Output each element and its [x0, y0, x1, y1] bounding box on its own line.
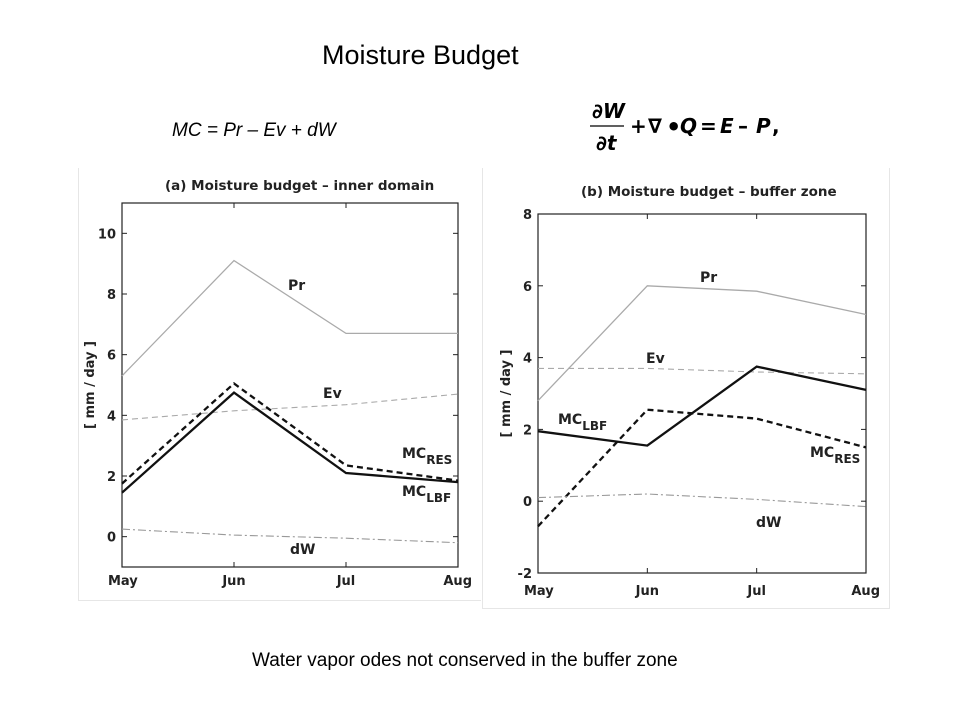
y-tick-label: 2	[523, 423, 532, 438]
series-line-pr	[121, 259, 458, 377]
y-tick-label: 8	[107, 288, 116, 303]
x-tick-label: May	[108, 574, 138, 589]
series-line-pr	[537, 285, 867, 402]
chart-title-a: (a) Moisture budget – inner domain	[165, 178, 434, 194]
slide-title: Moisture Budget	[322, 40, 519, 70]
series-label-dw: dW	[290, 542, 315, 558]
chart-a: (a) Moisture budget – inner domain [ mm /…	[83, 178, 472, 589]
x-tick-label: Aug	[443, 574, 472, 589]
y-tick-label: 4	[107, 409, 116, 424]
moisture-budget-equation: ∂W ∂t + ∇ • Q = E – P ,	[590, 99, 780, 155]
slide-caption: Water vapor odes not conserved in the bu…	[252, 650, 678, 671]
eq-dot: •	[666, 113, 681, 141]
eq-minus: –	[738, 114, 748, 138]
series-line-mc-res	[121, 382, 459, 485]
series-line-dw	[121, 528, 459, 544]
series-label-mc-lbf: MCLBF	[402, 484, 451, 505]
series-label-ev: Ev	[323, 386, 342, 402]
y-tick-label: 10	[98, 227, 116, 242]
series-line-dw	[537, 493, 867, 508]
series-line-ev	[121, 393, 459, 421]
eq-e: E	[720, 114, 734, 138]
x-tick-label: May	[524, 584, 554, 599]
y-tick-label: -2	[518, 567, 532, 582]
chart-panel-inner-domain	[78, 168, 481, 601]
series-label-ev: Ev	[646, 351, 665, 367]
eq-nabla: ∇	[648, 114, 662, 138]
eq-equals: =	[700, 114, 717, 138]
eq-p: P	[756, 114, 771, 138]
series-line-mc-lbf	[537, 365, 867, 447]
series-label-pr: Pr	[288, 278, 305, 294]
x-tick-label: Jun	[635, 584, 659, 599]
eq-denominator: ∂t	[596, 131, 618, 155]
y-tick-label: 0	[523, 495, 532, 510]
moisture-convergence-formula: MC = Pr – Ev + dW	[172, 120, 336, 141]
x-tick-label: Aug	[851, 584, 880, 599]
x-tick-label: Jul	[746, 584, 766, 599]
chart-b: (b) Moisture budget – buffer zone [ mm / …	[499, 184, 880, 599]
series-label-dw: dW	[756, 515, 781, 531]
series-label-mc-lbf: MCLBF	[558, 412, 607, 433]
y-tick-label: 8	[523, 208, 532, 223]
series-line-ev	[538, 367, 867, 375]
eq-q: Q	[680, 114, 697, 138]
series-label-mc-res: MCRES	[810, 445, 860, 466]
y-axis-label-a: [ mm / day ]	[83, 341, 98, 429]
plot-area-b	[537, 213, 867, 574]
eq-comma: ,	[772, 114, 780, 138]
series-line-mc-res	[537, 408, 867, 528]
series-line-mc-lbf	[121, 391, 459, 494]
series-label-mc-res: MCRES	[402, 446, 452, 467]
y-tick-label: 0	[107, 531, 116, 546]
chart-title-b: (b) Moisture budget – buffer zone	[581, 184, 837, 200]
x-tick-label: Jun	[221, 574, 245, 589]
eq-plus: +	[630, 114, 647, 138]
y-tick-label: 6	[523, 280, 532, 295]
series-label-pr: Pr	[700, 270, 717, 286]
y-tick-label: 6	[107, 349, 116, 364]
y-tick-label: 4	[523, 352, 532, 367]
plot-area-a	[121, 202, 459, 568]
eq-numerator: ∂W	[592, 99, 626, 123]
x-tick-label: Jul	[336, 574, 356, 589]
y-axis-label-b: [ mm / day ]	[499, 350, 514, 438]
y-tick-label: 2	[107, 470, 116, 485]
